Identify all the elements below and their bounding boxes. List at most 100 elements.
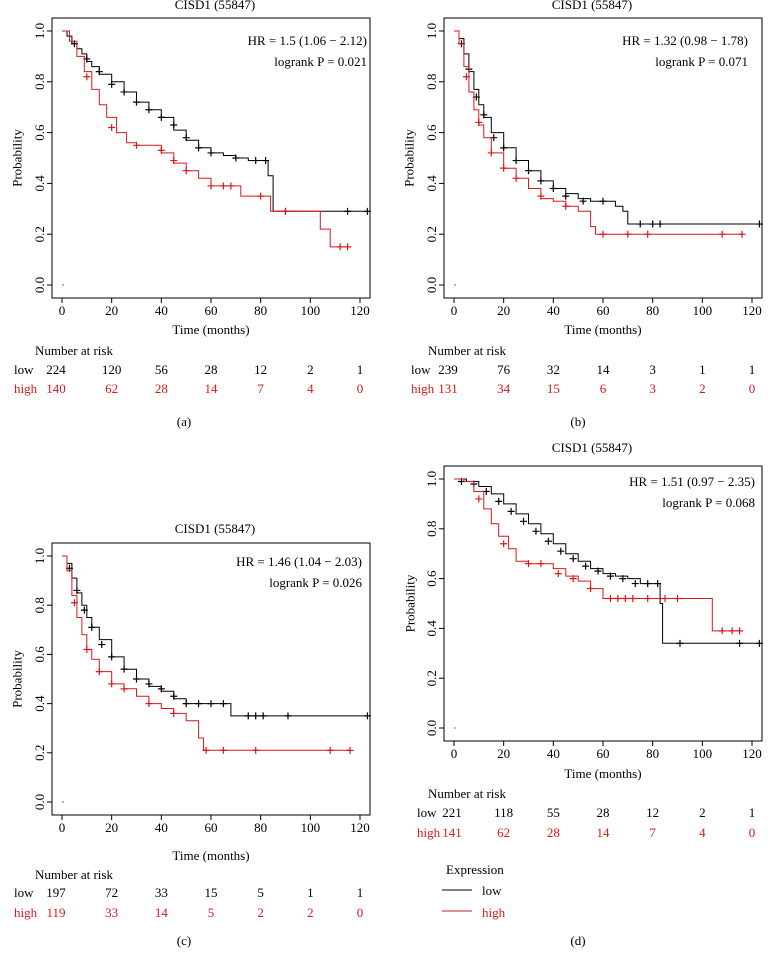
censor-mark-low [252, 157, 260, 165]
censor-mark-low [195, 700, 203, 708]
censor-mark-high [108, 680, 116, 688]
y-tick-label: 0.8 [32, 74, 47, 90]
risk-count-high: 0 [749, 825, 756, 840]
x-tick-label: 40 [547, 746, 560, 761]
censor-mark-high [227, 182, 235, 190]
x-tick-label: 0 [59, 820, 66, 835]
censor-mark-low [145, 680, 153, 688]
risk-count-low: 3 [649, 362, 656, 377]
censor-mark-low [232, 154, 240, 162]
origin-dot [454, 284, 456, 286]
y-tick-label: 0.4 [32, 175, 47, 192]
censor-mark-high [606, 595, 614, 603]
survival-curve-high [454, 30, 743, 235]
risk-table-title: Number at risk [35, 343, 113, 358]
y-tick-label: 0.0 [424, 277, 439, 293]
x-axis-label: Time (months) [564, 322, 641, 337]
censor-mark-high [525, 560, 532, 568]
censor-mark-low [252, 712, 260, 720]
censor-mark-low [562, 192, 570, 200]
censor-mark-low [656, 220, 664, 228]
censor-mark-low [170, 121, 178, 129]
censor-mark-high [170, 709, 178, 717]
risk-row-label-high: high [417, 825, 441, 840]
censor-mark-high [207, 182, 215, 190]
censor-mark-low [549, 184, 557, 192]
censor-mark-low [120, 88, 128, 96]
censor-mark-low [145, 106, 153, 114]
y-tick-label: 0.0 [32, 794, 47, 810]
y-tick-label: 0.6 [32, 124, 47, 141]
censor-mark-low [557, 547, 565, 555]
legend-label-high: high [482, 905, 506, 920]
logrank-p-label: logrank P = 0.068 [662, 495, 755, 510]
censor-mark-high [346, 746, 354, 754]
origin-dot [454, 727, 456, 729]
risk-row-label-high: high [14, 905, 38, 920]
censor-mark-high [587, 585, 595, 593]
risk-count-low: 32 [547, 362, 560, 377]
risk-count-low: 1 [357, 362, 364, 377]
risk-table-title: Number at risk [428, 786, 506, 801]
censor-mark-high [554, 570, 562, 578]
censor-mark-low [649, 220, 657, 228]
censor-mark-low [73, 586, 81, 594]
censor-mark-high [736, 627, 744, 635]
censor-mark-high [614, 595, 622, 603]
survival-curve-low [454, 478, 760, 644]
risk-row-label-high: high [411, 381, 435, 396]
x-tick-label: 100 [301, 303, 321, 318]
x-tick-label: 80 [646, 303, 659, 318]
risk-count-low: 1 [749, 362, 756, 377]
risk-count-high: 5 [208, 905, 215, 920]
x-tick-label: 80 [254, 820, 267, 835]
risk-count-high: 14 [205, 381, 219, 396]
x-tick-label: 20 [105, 303, 118, 318]
x-tick-label: 120 [350, 303, 370, 318]
x-axis-label: Time (months) [564, 766, 641, 781]
censor-mark-low [606, 572, 614, 580]
panel-caption: (a) [177, 414, 191, 429]
chart-title: CISD1 (55847) [175, 0, 256, 12]
censor-mark-low [120, 665, 128, 673]
risk-count-high: 4 [699, 825, 706, 840]
x-tick-label: 80 [646, 746, 659, 761]
survival-curve-high [62, 555, 351, 751]
censor-mark-high [108, 124, 116, 132]
logrank-p-label: logrank P = 0.021 [274, 54, 367, 69]
risk-count-high: 2 [307, 905, 314, 920]
y-tick-label: 0.2 [424, 226, 439, 242]
censor-mark-low [133, 675, 140, 683]
y-tick-label: 0.6 [424, 570, 439, 587]
risk-count-low: 1 [699, 362, 706, 377]
logrank-p-label: logrank P = 0.071 [655, 54, 748, 69]
risk-count-low: 28 [597, 805, 610, 820]
censor-mark-low [582, 562, 590, 570]
censor-mark-high [170, 157, 178, 165]
y-tick-label: 0.0 [424, 720, 439, 736]
origin-dot [62, 284, 64, 286]
risk-count-low: 12 [254, 362, 267, 377]
risk-count-high: 2 [699, 381, 706, 396]
y-tick-label: 0.8 [424, 74, 439, 90]
censor-mark-low [676, 639, 684, 647]
risk-count-high: 0 [357, 905, 364, 920]
censor-mark-high [252, 746, 260, 754]
legend-label-low: low [482, 883, 502, 898]
x-tick-label: 40 [547, 303, 560, 318]
censor-mark-low [157, 113, 165, 121]
risk-count-high: 3 [649, 381, 656, 396]
risk-row-label-low: low [14, 362, 34, 377]
censor-mark-high [282, 207, 289, 215]
risk-count-low: 197 [46, 885, 66, 900]
censor-mark-high [326, 746, 334, 754]
hazard-ratio-label: HR = 1.32 (0.98 − 1.78) [622, 33, 748, 48]
risk-count-low: 1 [357, 885, 364, 900]
censor-mark-low [344, 207, 352, 215]
censor-mark-low [619, 575, 627, 583]
censor-mark-low [631, 580, 639, 588]
censor-mark-high [219, 182, 227, 190]
censor-mark-high [157, 146, 165, 154]
censor-mark-high [182, 167, 190, 175]
